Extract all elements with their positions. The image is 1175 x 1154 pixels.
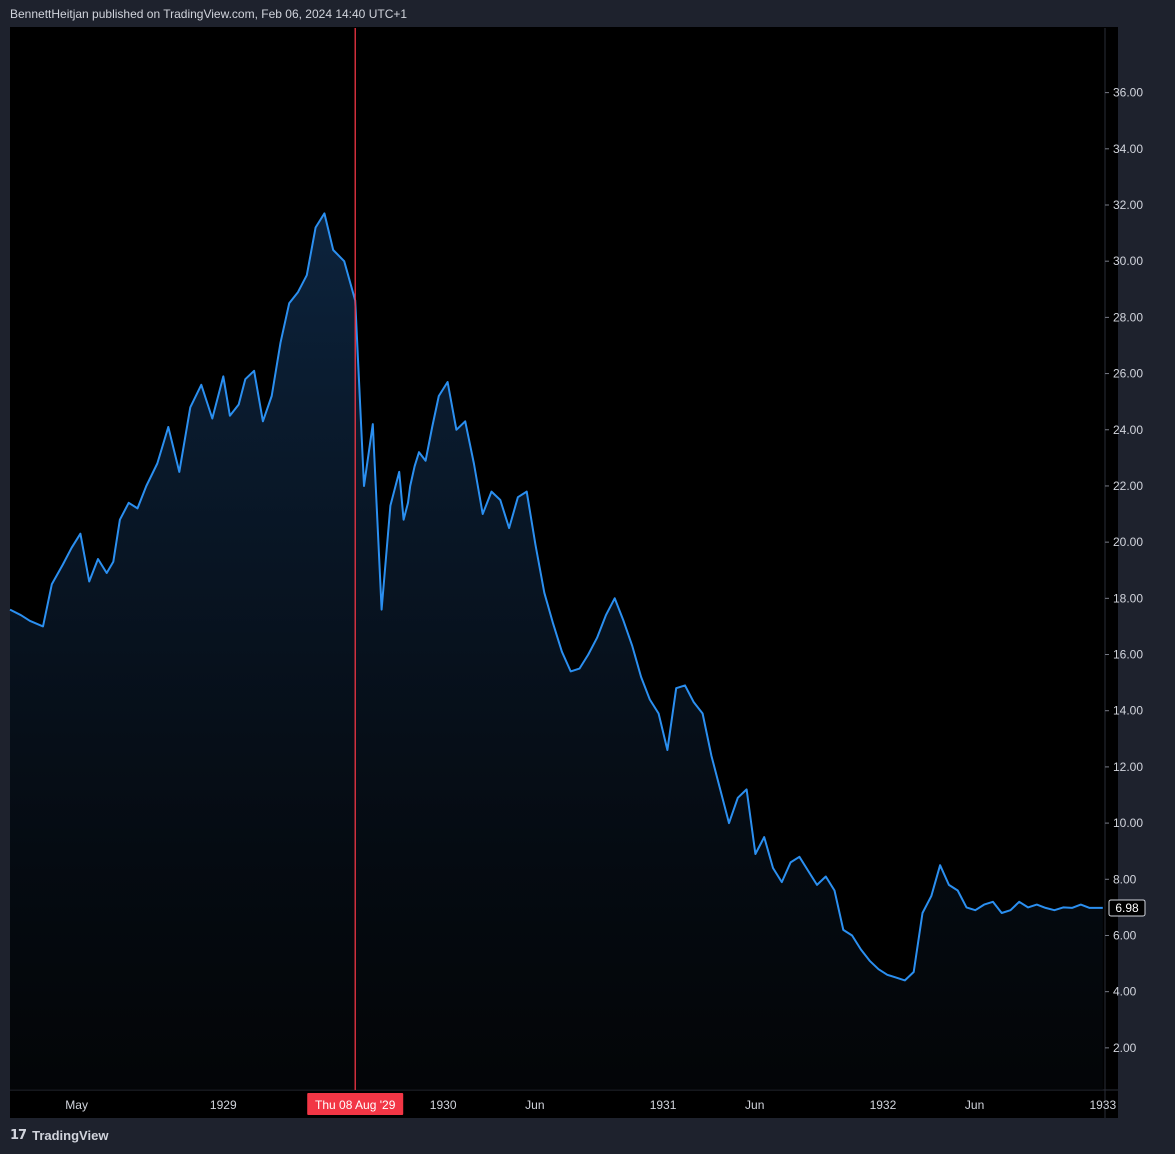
- tradingview-footer[interactable]: 17 TradingView: [10, 1128, 108, 1143]
- x-tick-label: 1929: [210, 1098, 237, 1112]
- crosshair-date-label: Thu 08 Aug '29: [315, 1098, 396, 1112]
- y-tick-label: 36.00: [1113, 86, 1143, 100]
- x-tick-label: May: [65, 1098, 88, 1112]
- y-tick-label: 22.00: [1113, 479, 1143, 493]
- y-tick-label: 12.00: [1113, 760, 1143, 774]
- y-tick-label: 28.00: [1113, 310, 1143, 324]
- crosshair-date-badge: [307, 1093, 404, 1115]
- y-tick-label: 30.00: [1113, 254, 1143, 268]
- publisher-caption: BennettHeitjan published on TradingView.…: [10, 7, 408, 21]
- y-tick-label: 32.00: [1113, 198, 1143, 212]
- price-area-fill: [10, 213, 1103, 1090]
- y-tick-label: 6.00: [1113, 928, 1137, 942]
- tradingview-logo-icon: 17: [10, 1128, 27, 1143]
- last-price-label: 6.98: [1115, 901, 1139, 915]
- y-tick-label: 24.00: [1113, 423, 1143, 437]
- y-tick-label: 10.00: [1113, 816, 1143, 830]
- tradingview-brand: TradingView: [32, 1128, 109, 1143]
- y-tick-label: 34.00: [1113, 142, 1143, 156]
- x-tick-label: 1933: [1089, 1098, 1116, 1112]
- y-tick-label: 14.00: [1113, 704, 1143, 718]
- x-tick-label: Jun: [965, 1098, 984, 1112]
- price-line: [9, 212, 1103, 982]
- x-tick-label: 1930: [430, 1098, 457, 1112]
- y-tick-label: 18.00: [1113, 591, 1143, 605]
- last-price-badge: [1108, 899, 1146, 917]
- y-tick-label: 16.00: [1113, 648, 1143, 662]
- y-tick-label: 2.00: [1113, 1041, 1137, 1055]
- x-tick-label: 1931: [650, 1098, 677, 1112]
- x-tick-label: Jun: [525, 1098, 544, 1112]
- x-tick-label: 1932: [870, 1098, 897, 1112]
- y-tick-label: 8.00: [1113, 872, 1137, 886]
- x-tick-label: Jun: [745, 1098, 764, 1112]
- y-tick-label: 4.00: [1113, 985, 1137, 999]
- y-tick-label: 20.00: [1113, 535, 1143, 549]
- y-tick-label: 26.00: [1113, 367, 1143, 381]
